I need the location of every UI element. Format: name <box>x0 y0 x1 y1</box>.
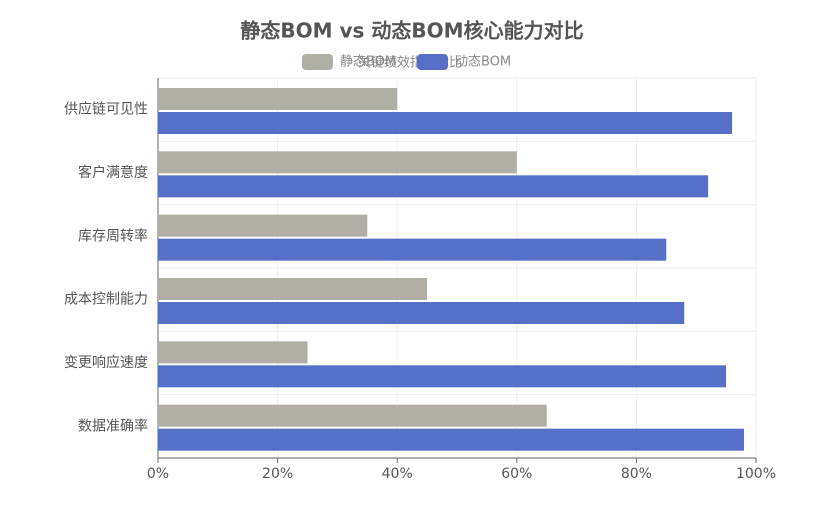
bar <box>158 151 517 174</box>
y-tick-label: 供应链可见性 <box>64 101 148 118</box>
y-tick-label: 成本控制能力 <box>64 292 148 308</box>
x-tick-label: 100% <box>736 466 776 482</box>
bar <box>158 238 667 261</box>
y-tick-label: 变更响应速度 <box>64 354 148 371</box>
legend-swatch <box>302 54 333 70</box>
bar <box>158 428 745 451</box>
bar <box>158 341 308 364</box>
y-tick-label: 数据准确率 <box>78 417 148 434</box>
chart-title: 静态BOM vs 动态BOM核心能力对比 <box>240 19 583 43</box>
x-tick-label: 80% <box>621 466 652 482</box>
x-tick-label: 60% <box>501 466 532 482</box>
x-tick-label: 40% <box>382 466 413 482</box>
bar <box>158 175 709 198</box>
bar <box>158 404 547 427</box>
x-tick-label: 20% <box>262 466 293 482</box>
bar <box>158 112 733 134</box>
bar <box>158 365 727 388</box>
y-tick-label: 库存周转率 <box>78 227 148 244</box>
bar <box>158 88 398 110</box>
y-tick-label: 客户满意度 <box>78 164 148 181</box>
bar <box>158 302 685 324</box>
bar <box>158 214 368 237</box>
legend-label: 静态BOM <box>340 55 396 70</box>
bar <box>158 278 428 300</box>
x-tick-label: 0% <box>147 466 169 482</box>
legend-label: 动态BOM <box>455 55 511 70</box>
legend-swatch <box>417 54 448 70</box>
